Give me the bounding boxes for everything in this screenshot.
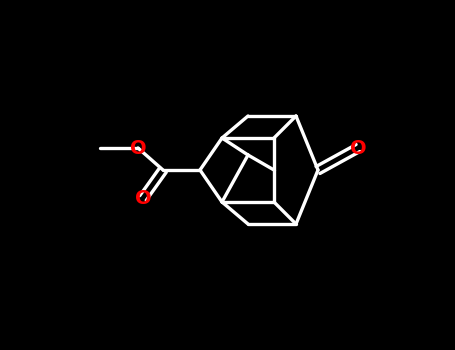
Text: O: O [130, 139, 147, 158]
Text: O: O [350, 139, 366, 158]
Text: O: O [135, 189, 152, 208]
